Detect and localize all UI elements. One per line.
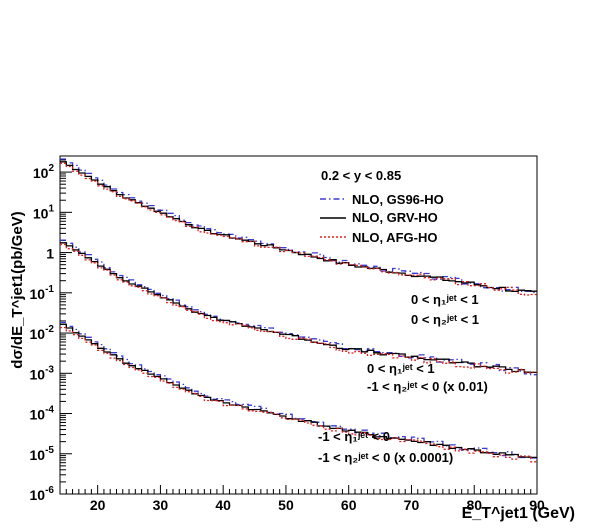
y-tick-base: 10 [30,407,46,423]
annotation-group-3: -1 < η₁ʲᵉᵗ < 0 -1 < η₂ʲᵉᵗ < 0 (x 0.0001) [318,429,453,465]
series-line [60,161,537,293]
y-tick-base: 10 [30,487,46,503]
legend-label-gs96: NLO, GS96-HO [352,192,444,207]
annotation-group-1: 0 < η₁ʲᵉᵗ < 1 0 < η₂ʲᵉᵗ < 1 [411,292,479,327]
x-tick-label: 30 [153,497,169,513]
y-tick-label: 1 [46,246,54,262]
annotation-group-2: 0 < η₁ʲᵉᵗ < 1 -1 < η₂ʲᵉᵗ < 0 (x 0.01) [367,361,488,394]
y-tick-exponent: 2 [48,163,54,174]
y-tick-label: 101 [33,203,55,221]
y-tick-base: 1 [46,246,54,262]
x-tick-label: 60 [341,497,357,513]
y-tick-base: 10 [30,326,46,342]
y-tick-label: 10-1 [30,284,55,302]
y-tick-base: 10 [33,205,49,221]
series-line [60,158,537,294]
y-tick-base: 10 [33,165,49,181]
y-tick-exponent: -6 [45,485,54,496]
y-tick-exponent: -1 [45,284,54,295]
y-tick-exponent: -4 [45,405,54,416]
series-line [60,243,537,374]
axis-ticks [60,159,538,495]
series-group-1 [60,158,537,296]
x-tick-label: 80 [466,497,482,513]
y-axis-title: dσ/dE_T^jet1(pb/GeV) [9,211,26,368]
x-tick-label: 70 [404,497,420,513]
x-tick-label: 90 [529,497,545,513]
annotation-3-line-1: -1 < η₁ʲᵉᵗ < 0 [318,429,390,444]
y-tick-exponent: 1 [48,203,54,214]
series-line [60,239,537,376]
series-line [60,242,537,374]
series-line [60,162,537,296]
legend-label-grv: NLO, GRV-HO [352,210,438,225]
legend-label-afg: NLO, AFG-HO [352,230,437,245]
y-tick-base: 10 [30,286,46,302]
series-group-3 [60,321,537,463]
series-line [60,326,537,463]
header-text: 0.2 < y < 0.85 [321,168,401,183]
annotation-3-line-2: -1 < η₂ʲᵉᵗ < 0 (x 0.0001) [318,450,453,465]
annotation-1-line-1: 0 < η₁ʲᵉᵗ < 1 [411,292,479,307]
y-tick-base: 10 [30,366,46,382]
x-tick-label: 50 [278,497,294,513]
y-tick-exponent: -5 [45,445,54,456]
annotation-2-line-1: 0 < η₁ʲᵉᵗ < 1 [367,361,435,376]
y-tick-label: 10-4 [30,405,55,423]
legend: NLO, GS96-HO NLO, GRV-HO NLO, AFG-HO [320,192,444,245]
y-tick-exponent: -3 [45,364,54,375]
series-line [60,321,537,459]
annotation-2-line-2: -1 < η₂ʲᵉᵗ < 0 (x 0.01) [367,379,488,394]
y-tick-exponent: -2 [45,324,54,335]
series-group-2 [60,239,537,376]
y-tick-label: 10-5 [30,445,55,463]
y-tick-label: 102 [33,163,55,181]
label-layer: 20 30 40 50 60 70 80 90102101110-110-210-310-41… [30,163,545,513]
y-tick-label: 10-2 [30,324,55,342]
x-axis-title: E_T^jet1 (GeV) [462,505,575,522]
x-tick-label: 40 [215,497,231,513]
y-tick-label: 10-6 [30,485,55,503]
annotation-1-line-2: 0 < η₂ʲᵉᵗ < 1 [411,312,479,327]
series-layer [60,158,537,463]
y-tick-label: 10-3 [30,364,55,382]
x-tick-label: 20 [90,497,106,513]
y-tick-base: 10 [30,447,46,463]
